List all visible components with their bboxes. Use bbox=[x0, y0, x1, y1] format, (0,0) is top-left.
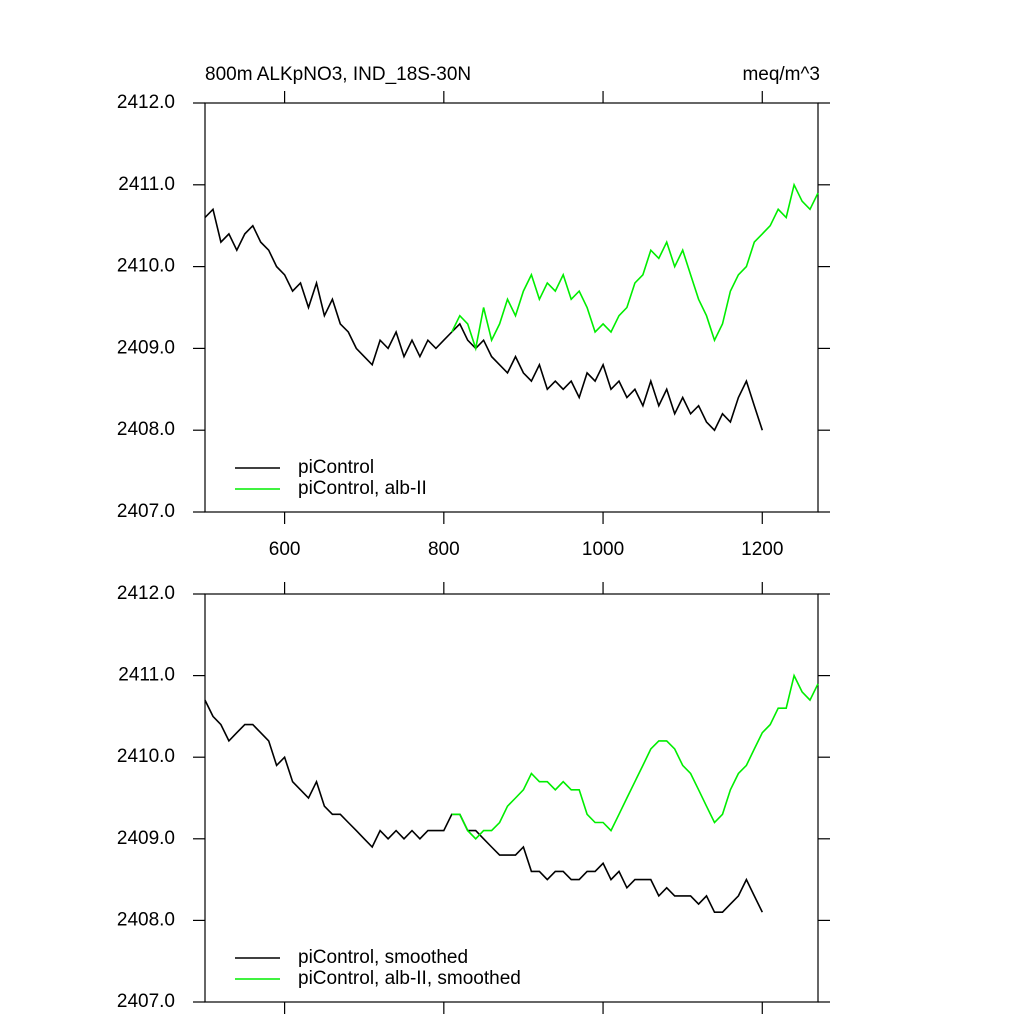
x-tick-label: 800 bbox=[428, 539, 460, 560]
y-tick-label: 2408.0 bbox=[117, 419, 175, 440]
y-tick-label: 2407.0 bbox=[117, 991, 175, 1012]
series-line bbox=[204, 207, 764, 432]
y-tick-label: 2409.0 bbox=[117, 337, 175, 358]
series-line bbox=[451, 182, 819, 352]
x-tick-label: 1200 bbox=[741, 539, 783, 560]
y-tick-label: 2410.0 bbox=[117, 256, 175, 277]
y-tick-label: 2412.0 bbox=[117, 583, 175, 604]
y-tick-label: 2408.0 bbox=[117, 909, 175, 930]
y-tick-label: 2410.0 bbox=[117, 746, 175, 767]
x-tick-label: 1000 bbox=[582, 539, 624, 560]
y-tick-label: 2407.0 bbox=[117, 501, 175, 522]
y-tick-label: 2412.0 bbox=[117, 92, 175, 113]
y-tick-label: 2411.0 bbox=[118, 665, 175, 686]
legend-label: piControl, alb-II, smoothed bbox=[298, 968, 521, 989]
chart-title: 800m ALKpNO3, IND_18S-30N bbox=[205, 64, 471, 85]
y-tick-label: 2411.0 bbox=[118, 174, 175, 195]
legend-label: piControl, smoothed bbox=[298, 947, 468, 968]
series-line bbox=[451, 673, 819, 840]
legend-label: piControl bbox=[298, 457, 374, 478]
plot-frame bbox=[204, 593, 819, 1003]
series-line bbox=[204, 699, 764, 913]
x-tick-label: 600 bbox=[269, 539, 301, 560]
y-tick-label: 2409.0 bbox=[117, 828, 175, 849]
plot-frame bbox=[204, 102, 819, 513]
units-label: meq/m^3 bbox=[742, 64, 820, 85]
legend-label: piControl, alb-II bbox=[298, 478, 427, 499]
